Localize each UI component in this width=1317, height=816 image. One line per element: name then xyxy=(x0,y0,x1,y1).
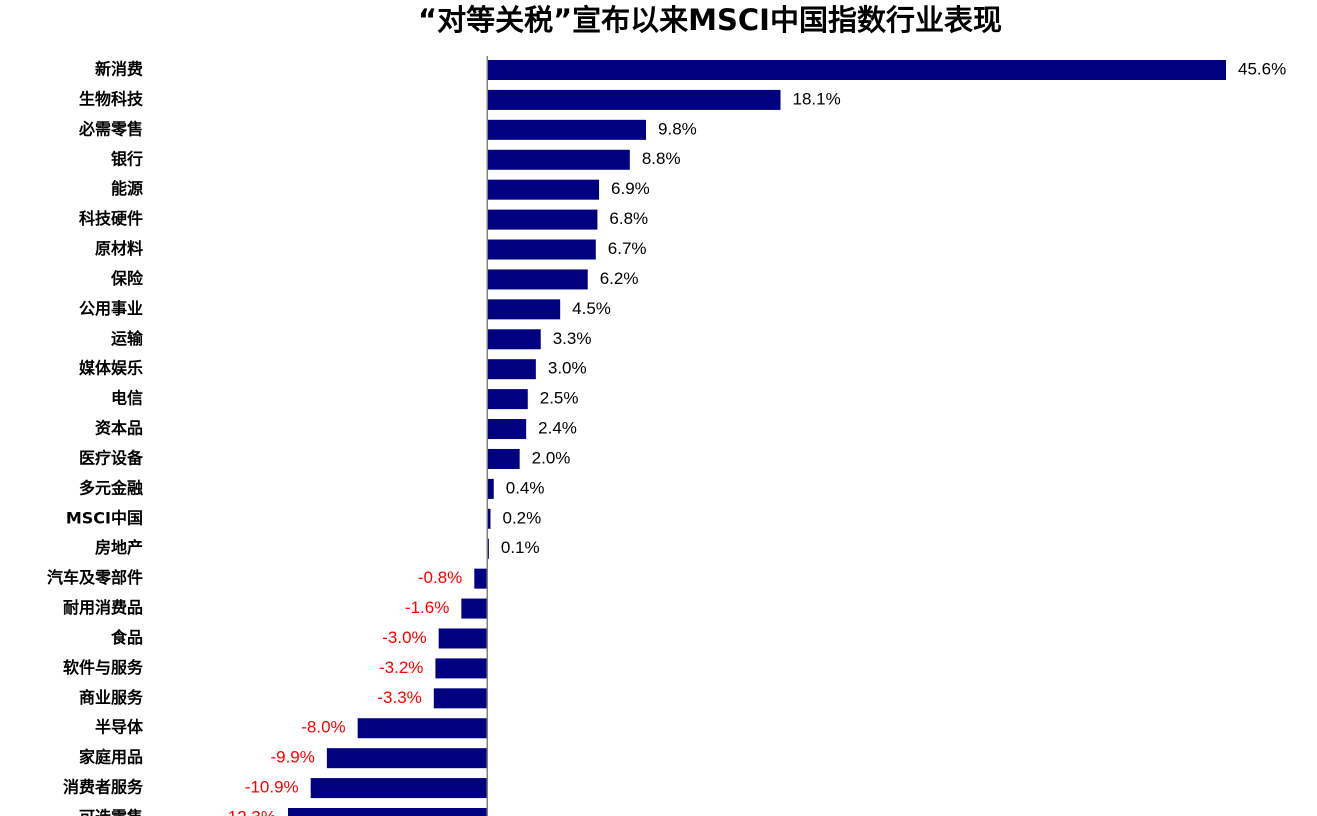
category-label: 科技硬件 xyxy=(79,209,143,228)
value-label: -12.3% xyxy=(222,807,276,816)
value-label: 3.0% xyxy=(548,359,587,378)
category-label: 运输 xyxy=(111,329,144,348)
value-label: -9.9% xyxy=(270,748,314,767)
category-label: 食品 xyxy=(110,628,143,647)
value-label: 6.8% xyxy=(609,209,648,228)
value-label: 0.2% xyxy=(503,508,542,527)
category-label: 软件与服务 xyxy=(63,658,144,677)
category-label: 可选零售 xyxy=(79,808,143,816)
bar xyxy=(487,239,596,260)
value-label: 0.4% xyxy=(506,478,545,497)
bar xyxy=(487,119,647,140)
bar xyxy=(487,299,561,320)
bar xyxy=(357,718,488,739)
bar xyxy=(438,628,488,649)
bar xyxy=(487,478,494,499)
category-label: 保险 xyxy=(110,269,144,288)
category-label: 医疗设备 xyxy=(79,448,144,467)
bar xyxy=(435,658,488,679)
category-label: 生物科技 xyxy=(79,89,144,108)
value-label: 0.1% xyxy=(501,538,540,557)
value-label: 4.5% xyxy=(572,299,611,318)
bar xyxy=(474,568,488,589)
bar xyxy=(487,538,489,559)
value-label: 6.2% xyxy=(600,269,639,288)
category-label: 资本品 xyxy=(95,419,143,438)
bar xyxy=(310,778,488,799)
bar xyxy=(487,448,520,469)
value-label: 2.0% xyxy=(532,448,571,467)
value-label: -10.9% xyxy=(245,778,299,797)
value-label: -3.3% xyxy=(377,688,421,707)
bar xyxy=(487,179,600,200)
category-label: 家庭用品 xyxy=(79,748,143,767)
bar xyxy=(487,149,630,170)
bar xyxy=(433,688,488,709)
category-label: 房地产 xyxy=(95,538,143,557)
bar xyxy=(487,419,527,440)
bar xyxy=(487,329,541,350)
value-label: 2.4% xyxy=(538,419,577,438)
value-label: -3.0% xyxy=(382,628,426,647)
category-label: 电信 xyxy=(111,389,143,408)
category-label: 半导体 xyxy=(95,718,144,737)
value-label: -1.6% xyxy=(405,598,449,617)
category-label: 汽车及零部件 xyxy=(47,568,143,587)
value-label: 8.8% xyxy=(642,149,681,168)
bar xyxy=(487,89,781,110)
value-label: -0.8% xyxy=(418,568,462,587)
bar xyxy=(487,359,536,380)
bar xyxy=(487,209,598,230)
value-label: 9.8% xyxy=(658,119,697,138)
category-label: 公用事业 xyxy=(79,299,143,318)
bar xyxy=(487,389,528,410)
category-label: 消费者服务 xyxy=(63,778,144,797)
bar xyxy=(461,598,488,619)
category-label: 银行 xyxy=(111,149,143,168)
chart-title: “对等关税”宣布以来MSCI中国指数行业表现 xyxy=(418,3,1002,37)
value-label: 3.3% xyxy=(553,329,592,348)
value-label: 6.7% xyxy=(608,239,647,258)
value-label: 6.9% xyxy=(611,179,650,198)
category-label: MSCI中国 xyxy=(66,508,143,527)
category-label: 商业服务 xyxy=(79,688,144,707)
bar xyxy=(487,269,588,290)
category-label: 多元金融 xyxy=(79,478,143,497)
category-label: 原材料 xyxy=(95,239,143,258)
value-label: -3.2% xyxy=(379,658,423,677)
bar xyxy=(487,60,1226,80)
value-label: -8.0% xyxy=(301,718,345,737)
bar xyxy=(326,748,488,769)
category-label: 媒体娱乐 xyxy=(79,359,143,378)
bar xyxy=(487,508,491,529)
value-label: 2.5% xyxy=(540,389,579,408)
value-label: 18.1% xyxy=(792,89,840,108)
value-label: 45.6% xyxy=(1238,59,1286,78)
category-label: 耐用消费品 xyxy=(63,598,143,617)
bar xyxy=(288,808,488,816)
category-label: 能源 xyxy=(111,179,143,198)
category-label: 新消费 xyxy=(95,60,143,79)
category-label: 必需零售 xyxy=(78,119,143,138)
